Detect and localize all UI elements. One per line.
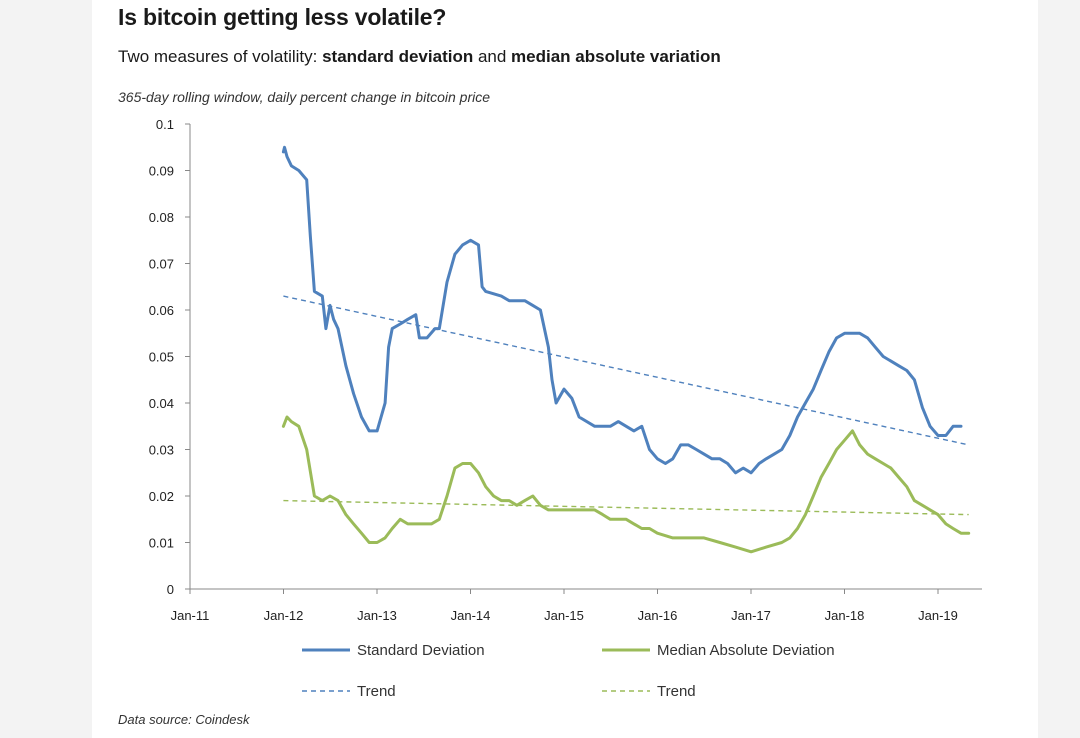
x-tick-label: Jan-19 [918,608,958,623]
trend-lines [283,295,969,516]
data-source: Data source: Coindesk [118,712,250,727]
subtitle-prefix: Two measures of volatility: [118,47,323,66]
y-tick-label: 0.05 [149,350,174,365]
legend-label: Standard Deviation [357,642,485,659]
legend-label: Trend [357,683,396,700]
series-lines [281,145,971,554]
y-tick-label: 0.07 [149,257,174,272]
subtitle-measure-2: median absolute variation [511,47,721,66]
x-tick-label: Jan-18 [825,608,865,623]
chart-legend: Standard Deviation Median Absolute Deviat… [302,642,835,700]
y-tick-label: 0.08 [149,210,174,225]
x-tick-label: Jan-17 [731,608,771,623]
chart-title: Is bitcoin getting less volatile? [118,4,447,30]
y-tick-label: 0.03 [149,443,174,458]
x-tick-label: Jan-16 [638,608,678,623]
x-tick-label: Jan-13 [357,608,397,623]
std-dev-line [281,145,963,475]
chart-note: 365-day rolling window, daily percent ch… [118,89,490,105]
chart-axes: 0 0.01 0.02 0.03 0.04 0.05 0.06 0.07 0.08 0.09 0.1… [149,117,982,623]
y-tick-label: 0 [167,582,174,597]
legend-label: Median Absolute Deviation [657,642,835,659]
y-tick-label: 0.01 [149,536,174,551]
y-tick-label: 0.02 [149,489,174,504]
subtitle-joiner: and [473,47,512,66]
x-tick-label: Jan-15 [544,608,584,623]
y-tick-label: 0.04 [149,396,174,411]
x-tick-label: Jan-12 [264,608,304,623]
mad-line [281,415,971,554]
legend-label: Trend [657,683,696,700]
subtitle-measure-1: standard deviation [322,47,474,66]
x-tick-label: Jan-14 [451,608,491,623]
chart-panel: Is bitcoin getting less volatile? Two me… [92,0,1038,738]
y-tick-label: 0.06 [149,303,174,318]
trend-line-2 [283,499,969,516]
chart-subtitle: Two measures of volatility: standard dev… [118,47,721,67]
y-tick-label: 0.1 [156,117,174,132]
line-chart: 0 0.01 0.02 0.03 0.04 0.05 0.06 0.07 0.08 0.09 0.1… [149,117,982,700]
y-tick-label: 0.09 [149,164,174,179]
x-tick-label: Jan-11 [171,608,210,623]
